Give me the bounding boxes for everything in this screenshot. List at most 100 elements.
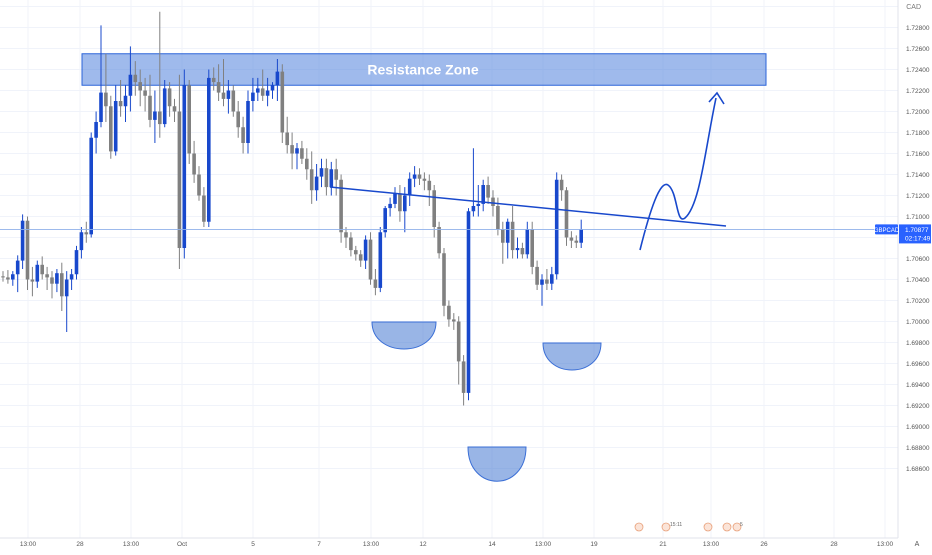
event-marker-icon[interactable]	[722, 522, 732, 532]
x-tick-label: 21	[659, 541, 667, 548]
candle-body	[339, 179, 343, 233]
candle-body	[290, 145, 294, 154]
y-tick-label: 1.71800	[906, 130, 930, 137]
left-shoulder-shape	[371, 321, 437, 350]
candle-body	[280, 71, 285, 133]
candle-body	[138, 82, 142, 91]
candle-body	[334, 169, 338, 180]
event-marker-icon[interactable]	[634, 522, 644, 532]
candle-body	[265, 90, 270, 96]
y-tick-label: 1.72800	[906, 25, 930, 32]
candle-body	[388, 203, 392, 209]
candle-body	[305, 158, 309, 170]
candle-body	[104, 92, 108, 107]
candle-body	[535, 266, 539, 285]
projection-path	[639, 97, 717, 251]
candle-body	[187, 85, 191, 154]
y-tick-label: 1.72200	[906, 88, 930, 95]
candle-body	[182, 85, 187, 248]
candle-body	[491, 197, 495, 206]
candle-body	[94, 122, 98, 138]
candle-body	[35, 264, 40, 282]
x-tick-label: 13:00	[363, 541, 380, 548]
candle-body	[427, 180, 432, 191]
x-tick-label: 13:00	[20, 541, 37, 548]
event-marker-icon[interactable]	[732, 522, 742, 532]
candle-body	[6, 277, 10, 280]
candle-body	[349, 237, 353, 251]
candle-body	[167, 88, 172, 107]
auto-scale-icon[interactable]: A	[915, 541, 920, 548]
candle-body	[197, 174, 201, 196]
candle-body	[109, 106, 113, 152]
candle-body	[50, 277, 54, 284]
pattern-shapes	[371, 321, 602, 482]
y-tick-label: 1.72400	[906, 67, 930, 74]
candle-body	[11, 274, 15, 280]
currency-label: CAD	[906, 4, 921, 11]
event-markers[interactable]: 15:11 5	[634, 522, 743, 532]
y-tick-label: 1.72600	[906, 46, 930, 53]
y-tick-label: 1.71200	[906, 193, 930, 200]
candle-body	[60, 273, 64, 297]
x-axis[interactable]: 13:00 28 13:00 Oct 5 7 13:00 12 14 13:00 19 21 13:00…	[0, 537, 920, 548]
resistance-zone-rect	[81, 53, 767, 86]
candle-body	[461, 361, 466, 393]
x-tick-label: 26	[760, 541, 768, 548]
candle-body	[192, 153, 196, 175]
candle-body	[403, 195, 407, 212]
candle-body	[211, 77, 216, 83]
y-tick-label: 1.69000	[906, 424, 930, 431]
y-tick-label: 1.70600	[906, 256, 930, 263]
candle-body	[158, 111, 162, 125]
candle-body	[442, 253, 446, 306]
candle-body	[422, 178, 427, 181]
candle-body	[358, 254, 363, 261]
candle-body	[84, 232, 89, 235]
candle-body	[246, 101, 250, 143]
candle-body	[216, 82, 221, 93]
last-price-tag	[899, 224, 931, 244]
candle-body	[564, 190, 569, 238]
candle-body	[412, 174, 417, 179]
x-tick-label: 13:00	[877, 541, 894, 548]
y-axis[interactable]: CAD 1.72800 1.72600 1.72400 1.72200 1.72000 1.…	[874, 0, 932, 550]
x-tick-label: 12	[419, 541, 427, 548]
candle-body	[177, 111, 182, 248]
candle-body	[236, 111, 240, 128]
candle-body	[344, 232, 348, 238]
countdown-label: 02:17:49	[905, 235, 931, 242]
candle-body	[20, 220, 25, 261]
candle-body	[368, 239, 373, 280]
y-tick-label: 1.68600	[906, 466, 930, 473]
candle-body	[270, 85, 275, 91]
x-tick-label: 19	[590, 541, 598, 548]
candle-body	[30, 279, 35, 282]
head-shape	[467, 446, 527, 482]
candle-body	[550, 274, 554, 284]
y-tick-label: 1.70400	[906, 277, 930, 284]
candle-body	[540, 279, 544, 285]
candle-body	[437, 227, 441, 254]
event-marker-icon[interactable]	[703, 522, 713, 532]
event-marker-icon[interactable]	[661, 522, 671, 532]
candle-body	[133, 74, 138, 83]
candle-body	[45, 274, 49, 278]
candle-body	[569, 237, 574, 241]
y-tick-label: 1.70000	[906, 319, 930, 326]
candle-body	[113, 101, 118, 152]
candle-body	[148, 95, 152, 120]
candle-body	[89, 137, 93, 235]
candle-body	[466, 211, 471, 393]
y-tick-label: 1.69200	[906, 403, 930, 410]
candle-body	[153, 111, 157, 120]
candle-body	[172, 106, 177, 112]
event-marker-label: 5	[740, 522, 743, 528]
candle-body	[309, 169, 314, 191]
candle-body	[40, 264, 44, 275]
x-tick-label: 13:00	[703, 541, 720, 548]
candle-body	[319, 168, 324, 177]
candle-body	[118, 101, 123, 107]
